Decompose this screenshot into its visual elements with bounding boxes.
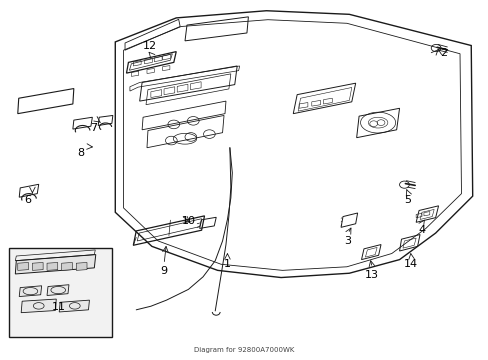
Polygon shape — [19, 286, 41, 297]
Polygon shape — [32, 262, 43, 270]
Text: 6: 6 — [24, 195, 31, 205]
Text: 13: 13 — [365, 270, 379, 280]
Polygon shape — [21, 299, 56, 313]
Polygon shape — [61, 262, 72, 270]
Polygon shape — [59, 300, 89, 312]
Text: 9: 9 — [160, 266, 167, 276]
Text: Diagram for 92800A7000WK: Diagram for 92800A7000WK — [194, 347, 294, 353]
Text: 4: 4 — [418, 225, 425, 235]
Text: 12: 12 — [142, 41, 156, 50]
Text: 2: 2 — [439, 48, 446, 58]
Polygon shape — [47, 285, 69, 296]
Text: 11: 11 — [52, 302, 66, 312]
Text: 1: 1 — [224, 259, 230, 269]
Polygon shape — [76, 262, 87, 270]
Polygon shape — [15, 255, 96, 274]
Bar — [9, 248, 112, 337]
Polygon shape — [47, 262, 58, 270]
Text: 8: 8 — [78, 148, 84, 158]
Text: 14: 14 — [404, 259, 417, 269]
Text: 3: 3 — [344, 236, 351, 246]
Text: 5: 5 — [404, 195, 410, 205]
Text: 7: 7 — [90, 123, 97, 133]
Polygon shape — [18, 262, 28, 270]
Text: 10: 10 — [181, 216, 195, 226]
